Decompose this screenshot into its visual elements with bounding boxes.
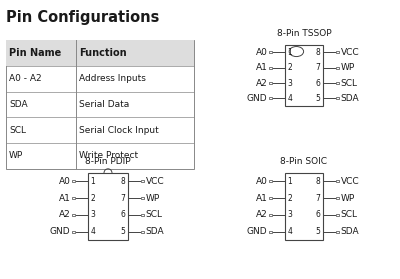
Text: WP: WP — [146, 194, 160, 203]
Text: SDA: SDA — [341, 94, 359, 103]
Text: SCL: SCL — [146, 210, 162, 219]
Text: SCL: SCL — [9, 126, 26, 135]
Bar — [141, 181, 144, 182]
Bar — [336, 230, 339, 233]
Text: A0: A0 — [256, 177, 267, 186]
Text: 1: 1 — [90, 177, 95, 186]
Bar — [285, 173, 323, 240]
Bar — [285, 45, 323, 106]
Bar — [336, 181, 339, 182]
Text: A2: A2 — [256, 78, 267, 88]
Text: Pin Name: Pin Name — [9, 48, 62, 58]
Text: 3: 3 — [288, 78, 292, 88]
Text: A1: A1 — [58, 194, 70, 203]
Bar — [269, 230, 272, 233]
Text: 3: 3 — [90, 210, 95, 219]
Bar — [269, 197, 272, 199]
Text: 8: 8 — [121, 177, 126, 186]
Text: GND: GND — [247, 227, 267, 236]
Bar — [6, 40, 194, 66]
Text: 1: 1 — [288, 48, 292, 57]
Text: VCC: VCC — [341, 177, 359, 186]
Text: A2: A2 — [59, 210, 70, 219]
Text: 2: 2 — [90, 194, 95, 203]
Text: 8-Pin TSSOP: 8-Pin TSSOP — [277, 29, 331, 38]
Bar — [72, 181, 75, 182]
Bar — [6, 40, 194, 169]
Text: Serial Clock Input: Serial Clock Input — [79, 126, 159, 135]
Text: SCL: SCL — [341, 210, 358, 219]
Bar — [141, 197, 144, 199]
Bar — [336, 197, 339, 199]
Bar — [336, 67, 339, 69]
Bar — [336, 214, 339, 216]
Text: Pin Configurations: Pin Configurations — [6, 10, 159, 25]
Text: 4: 4 — [288, 227, 292, 236]
Bar — [72, 214, 75, 216]
Text: 1: 1 — [288, 177, 292, 186]
Text: SDA: SDA — [9, 100, 28, 109]
Bar — [141, 214, 144, 216]
Bar — [269, 82, 272, 84]
Text: Address Inputs: Address Inputs — [79, 74, 146, 83]
Text: 4: 4 — [288, 94, 292, 103]
Text: A0: A0 — [256, 48, 267, 57]
Text: A1: A1 — [256, 63, 267, 72]
Text: SDA: SDA — [341, 227, 359, 236]
Text: 6: 6 — [316, 210, 321, 219]
Text: 7: 7 — [316, 194, 321, 203]
Bar — [269, 214, 272, 216]
Text: 6: 6 — [316, 78, 321, 88]
Bar — [269, 67, 272, 69]
Text: VCC: VCC — [341, 48, 359, 57]
Text: Serial Data: Serial Data — [79, 100, 130, 109]
Bar — [269, 51, 272, 53]
Text: Function: Function — [79, 48, 127, 58]
Text: 4: 4 — [90, 227, 95, 236]
Bar — [336, 51, 339, 53]
Text: A0: A0 — [58, 177, 70, 186]
Bar — [269, 181, 272, 182]
Bar — [141, 230, 144, 233]
Text: GND: GND — [50, 227, 70, 236]
Text: 7: 7 — [121, 194, 126, 203]
Text: 6: 6 — [121, 210, 126, 219]
Text: WP: WP — [9, 151, 24, 160]
Text: 2: 2 — [288, 63, 292, 72]
Text: WP: WP — [341, 63, 355, 72]
Text: A0 - A2: A0 - A2 — [9, 74, 42, 83]
Bar — [336, 97, 339, 99]
Bar — [269, 97, 272, 99]
Text: 5: 5 — [316, 227, 321, 236]
Text: 8-Pin SOIC: 8-Pin SOIC — [280, 157, 328, 166]
Text: VCC: VCC — [146, 177, 164, 186]
Bar — [72, 230, 75, 233]
Text: GND: GND — [247, 94, 267, 103]
Text: 8: 8 — [316, 48, 321, 57]
Text: 3: 3 — [288, 210, 292, 219]
Bar — [336, 82, 339, 84]
Text: A2: A2 — [256, 210, 267, 219]
Text: WP: WP — [341, 194, 355, 203]
Bar — [72, 197, 75, 199]
Text: 7: 7 — [316, 63, 321, 72]
Text: 2: 2 — [288, 194, 292, 203]
Text: SDA: SDA — [146, 227, 164, 236]
Text: A1: A1 — [256, 194, 267, 203]
Text: 8-Pin PDIP: 8-Pin PDIP — [85, 157, 131, 166]
Circle shape — [289, 47, 304, 57]
Bar — [88, 173, 128, 240]
Text: SCL: SCL — [341, 78, 358, 88]
Text: 8: 8 — [316, 177, 321, 186]
Text: Write Protect: Write Protect — [79, 151, 138, 160]
Text: 5: 5 — [316, 94, 321, 103]
Text: 5: 5 — [121, 227, 126, 236]
